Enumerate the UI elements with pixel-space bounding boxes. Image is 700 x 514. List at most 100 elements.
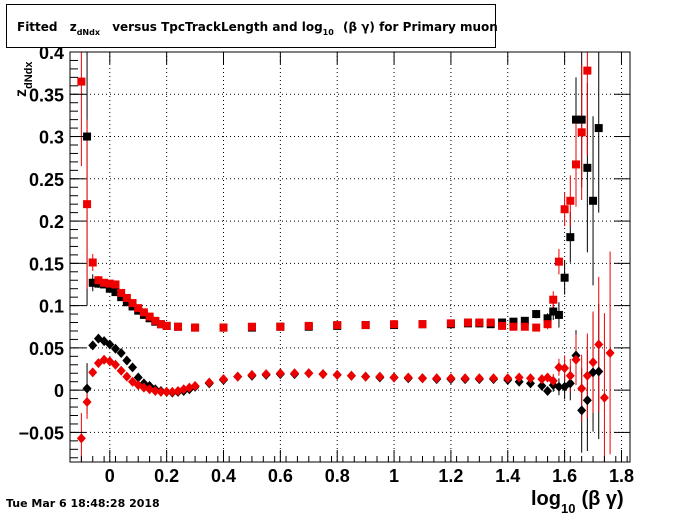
data-point-diamond: [594, 339, 604, 350]
y-tick-label: 0: [54, 381, 64, 401]
data-point-square: [145, 312, 154, 321]
x-tick-label: 1.4: [495, 466, 520, 486]
y-tick-label: 0.25: [29, 170, 64, 190]
data-point-diamond: [446, 373, 456, 384]
data-point-diamond: [577, 405, 587, 416]
data-point-diamond: [110, 343, 120, 354]
data-point-square: [475, 318, 484, 327]
data-point-diamond: [582, 395, 592, 406]
data-point-square: [589, 196, 598, 205]
x-tick-label: 1: [389, 466, 399, 486]
data-point-square: [105, 279, 114, 288]
x-tick-label: 0.4: [211, 466, 236, 486]
y-tick-label: 0.05: [29, 339, 64, 359]
data-point-square: [583, 66, 592, 75]
data-markers: [76, 66, 615, 444]
data-point-square: [566, 233, 575, 242]
y-axis-title: zdNdx: [13, 61, 35, 97]
data-point-square: [566, 196, 575, 205]
data-point-square: [577, 115, 586, 124]
y-tick-label: −0.05: [18, 423, 64, 443]
data-point-square: [77, 77, 86, 86]
data-point-square: [560, 273, 569, 282]
data-point-square: [111, 280, 120, 289]
data-point-diamond: [554, 381, 564, 392]
data-point-diamond: [582, 370, 592, 381]
data-point-diamond: [261, 369, 271, 380]
data-point-square: [304, 321, 313, 330]
data-point-diamond: [275, 368, 285, 379]
data-point-square: [122, 294, 131, 302]
x-tick-label: 0.8: [325, 466, 350, 486]
data-point-diamond: [162, 386, 172, 397]
data-point-diamond: [110, 359, 120, 370]
data-point-square: [571, 160, 580, 169]
data-point-diamond: [88, 340, 98, 351]
data-point-square: [520, 322, 529, 331]
data-point-diamond: [503, 373, 513, 384]
data-point-square: [543, 320, 552, 329]
data-point-diamond: [594, 366, 604, 377]
data-point-diamond: [588, 357, 598, 368]
data-point-square: [191, 323, 200, 332]
data-point-square: [247, 322, 256, 331]
data-point-square: [532, 310, 541, 319]
data-point-square: [418, 320, 427, 329]
data-point-square: [509, 322, 518, 331]
data-point-diamond: [76, 433, 86, 444]
data-point-square: [117, 288, 126, 297]
data-point-square: [151, 316, 160, 325]
data-point-diamond: [82, 383, 92, 394]
data-point-square: [390, 320, 399, 329]
x-tick-label: 0.2: [154, 466, 179, 486]
data-point-diamond: [122, 371, 132, 382]
data-point-square: [463, 318, 472, 327]
data-point-square: [549, 295, 558, 304]
data-point-diamond: [156, 386, 166, 397]
error-bars: [80, 52, 611, 462]
y-tick-label: 0.15: [29, 254, 64, 274]
data-point-diamond: [548, 375, 558, 386]
data-point-square: [162, 321, 171, 330]
data-point-diamond: [346, 370, 356, 381]
data-point-diamond: [389, 372, 399, 383]
data-point-diamond: [190, 380, 200, 391]
data-point-square: [532, 323, 541, 332]
chart-title: Fitted zdNdx versus TpcTrackLength and l…: [17, 20, 497, 38]
data-point-square: [94, 276, 103, 285]
data-point-diamond: [122, 355, 132, 366]
data-point-diamond: [489, 373, 499, 384]
data-point-square: [88, 258, 97, 267]
data-point-square: [122, 298, 131, 307]
data-point-square: [83, 132, 92, 141]
data-point-diamond: [233, 371, 243, 382]
data-point-diamond: [88, 367, 98, 378]
x-axis-title: log10 (β γ): [531, 488, 624, 514]
x-tick-label: 1.6: [552, 466, 577, 486]
data-point-square: [83, 200, 92, 209]
x-tick-label: 0: [105, 466, 115, 486]
data-point-square: [361, 321, 370, 330]
data-point-square: [498, 321, 507, 330]
data-point-diamond: [105, 339, 115, 350]
data-point-square: [594, 124, 603, 133]
plot-frame: [69, 51, 631, 463]
data-point-diamond: [167, 386, 177, 397]
x-tick-label: 1.8: [609, 466, 634, 486]
data-point-square: [583, 163, 592, 172]
data-point-square: [100, 278, 109, 287]
y-tick-label: 0.3: [39, 128, 64, 148]
data-point-diamond: [318, 369, 328, 380]
data-point-diamond: [403, 372, 413, 383]
data-point-diamond: [133, 372, 143, 383]
y-tick-label: 0.1: [39, 297, 64, 317]
data-point-square: [509, 317, 518, 326]
data-point-square: [554, 310, 563, 319]
data-point-diamond: [577, 383, 587, 394]
data-point-square: [88, 278, 97, 287]
data-point-diamond: [543, 385, 553, 396]
data-point-square: [156, 320, 165, 329]
data-point-square: [139, 308, 148, 317]
data-point-square: [543, 314, 552, 323]
